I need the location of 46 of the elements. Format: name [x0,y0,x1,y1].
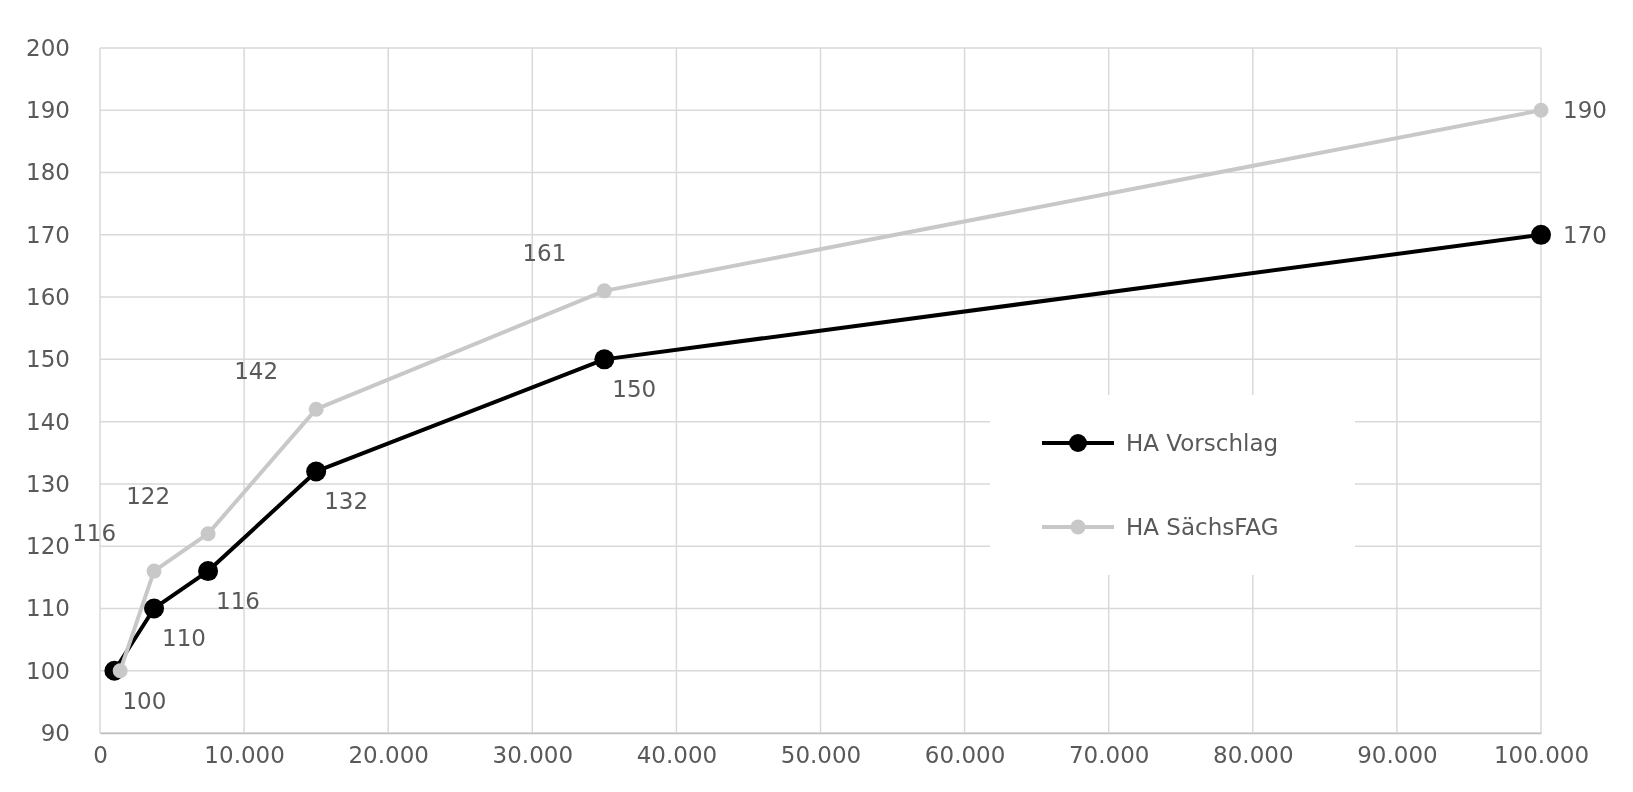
data-label: 190 [1563,97,1607,124]
data-label: 116 [72,520,117,547]
point [594,349,615,370]
data-label: 161 [522,239,567,266]
x-tick-label: 20.000 [348,742,429,769]
x-tick-label: 30.000 [492,742,574,769]
y-tick-label: 130 [26,470,70,497]
legend-label: HA SächsFAG [1126,514,1279,540]
data-label: 116 [216,588,260,615]
y-tick-label: 170 [26,221,70,248]
x-tick-label: 90.000 [1357,742,1438,769]
point [200,526,216,542]
point [306,461,327,482]
point [1533,102,1549,118]
x-tick-label: 40.000 [636,742,718,769]
data-label: 170 [1563,221,1607,248]
point [308,401,324,417]
y-tick-label: 90 [40,719,70,746]
x-tick-label: 100.000 [1493,742,1590,769]
point [596,283,612,299]
y-tick-label: 200 [26,34,70,61]
x-tick-label: 0 [93,742,108,769]
y-tick-label: 120 [26,533,70,560]
point [198,561,219,582]
data-label: 122 [126,482,171,509]
x-tick-label: 80.000 [1213,742,1294,769]
y-tick-label: 100 [26,657,70,684]
point [1531,224,1551,245]
data-label: 150 [612,376,657,403]
data-label: 142 [234,358,279,385]
data-label: 110 [162,625,206,652]
legend-label: HA Vorschlag [1126,430,1279,456]
y-tick-label: 140 [26,408,70,435]
y-tick-label: 150 [26,346,70,373]
y-tick-label: 180 [26,159,70,186]
y-tick-label: 160 [26,283,70,310]
y-tick-label: 190 [26,97,70,124]
data-label: 100 [122,687,167,714]
x-tick-label: 50.000 [780,742,862,769]
point [146,563,162,579]
point [144,598,165,619]
x-tick-label: 10.000 [204,742,285,769]
x-tick-label: 60.000 [924,742,1006,769]
x-tick-label: 70.000 [1068,742,1150,769]
data-label: 132 [324,488,369,515]
y-tick-label: 110 [26,595,70,622]
